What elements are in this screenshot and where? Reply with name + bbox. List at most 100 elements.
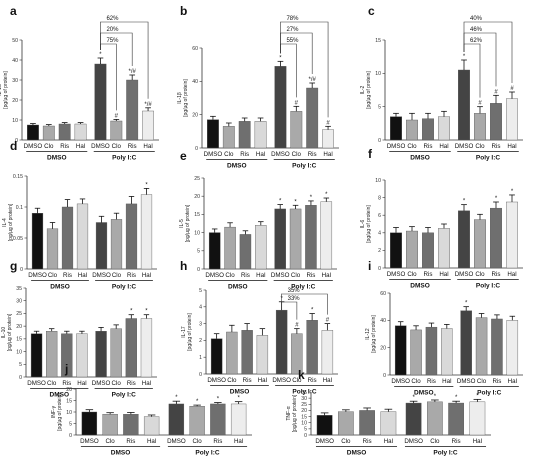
significance-mark: # bbox=[115, 113, 119, 119]
group-label: DMSO bbox=[230, 389, 250, 396]
comparison-bracket bbox=[100, 21, 149, 99]
y-tick-label: 0 bbox=[15, 138, 18, 144]
x-tick-label: DMSO bbox=[271, 151, 290, 158]
y-tick-label: 10 bbox=[66, 410, 72, 416]
bar bbox=[125, 203, 138, 270]
bar bbox=[438, 228, 450, 269]
x-tick-label: Ris bbox=[241, 272, 250, 279]
y-tick-label: 10 bbox=[194, 230, 200, 236]
y-tick-label: 0 bbox=[378, 138, 381, 144]
comparison-percent: 20% bbox=[106, 27, 119, 33]
group-label: DMSO bbox=[50, 284, 70, 291]
bar bbox=[422, 232, 434, 269]
x-tick-label: DMSO bbox=[27, 380, 46, 387]
x-tick-label: DMSO bbox=[80, 438, 99, 445]
y-tick-label: 30 bbox=[301, 396, 307, 402]
x-tick-label: DMSO bbox=[92, 380, 111, 387]
bar bbox=[140, 318, 153, 378]
x-tick-label: DMSO bbox=[207, 377, 226, 384]
comparison-percent: 62% bbox=[106, 16, 119, 22]
bar bbox=[76, 203, 89, 270]
x-tick-label: Clo bbox=[292, 151, 302, 158]
panel-letter: e bbox=[180, 149, 187, 163]
x-tick-label: Ris bbox=[492, 143, 501, 150]
y-tick-label: 10 bbox=[16, 349, 22, 355]
bar bbox=[74, 123, 87, 141]
comparison-percent: 78% bbox=[286, 16, 299, 22]
y-tick-label: 30 bbox=[16, 299, 22, 305]
y-tick-label: 20 bbox=[380, 345, 386, 351]
significance-mark: * bbox=[325, 192, 328, 198]
y-tick-label: 15 bbox=[66, 398, 72, 404]
y-tick-label: 4 bbox=[199, 305, 202, 311]
bar bbox=[230, 403, 247, 436]
x-tick-label: DMSO bbox=[24, 143, 43, 150]
x-tick-label: Clo bbox=[192, 438, 202, 445]
significance-mark: * bbox=[495, 196, 498, 202]
significance-mark: # bbox=[478, 101, 482, 107]
x-tick-label: Clo bbox=[47, 380, 57, 387]
group-label: Poly I:C bbox=[195, 450, 220, 457]
x-tick-label: Hal bbox=[142, 272, 151, 279]
bar bbox=[123, 414, 139, 436]
x-tick-label: Ris bbox=[243, 377, 252, 384]
panel-letter: g bbox=[10, 259, 17, 273]
bar bbox=[238, 121, 251, 149]
x-tick-label: Ris bbox=[306, 272, 315, 279]
bar bbox=[316, 415, 333, 436]
y-tick-label: 6 bbox=[378, 213, 381, 219]
x-tick-label: Clo bbox=[225, 272, 235, 279]
comparison-percent: 62% bbox=[470, 38, 483, 44]
bar bbox=[189, 406, 205, 436]
y-axis-label: INF-γ[pg/µg of protein] bbox=[51, 393, 63, 431]
bar bbox=[390, 232, 402, 269]
significance-mark: * bbox=[130, 309, 133, 315]
bar bbox=[110, 120, 123, 141]
bar bbox=[390, 116, 402, 141]
panel-letter: i bbox=[368, 259, 371, 273]
bar bbox=[427, 401, 443, 436]
y-axis-label: IL-4[pg/µg of protein] bbox=[2, 203, 14, 241]
bar bbox=[239, 234, 252, 270]
bar bbox=[506, 201, 518, 269]
x-tick-label: Ris bbox=[427, 378, 436, 385]
significance-mark: * bbox=[476, 393, 479, 399]
panel-letter: b bbox=[180, 4, 187, 18]
significance-mark: # bbox=[295, 100, 299, 106]
panel-letter: k bbox=[298, 368, 305, 382]
x-tick-label: Ris bbox=[452, 438, 461, 445]
bar bbox=[320, 201, 333, 270]
bar bbox=[210, 403, 226, 436]
significance-mark: * bbox=[294, 199, 297, 205]
x-tick-label: Hal bbox=[258, 377, 267, 384]
group-label: Poly I:C bbox=[476, 155, 501, 162]
group-label: Poly I:C bbox=[477, 390, 502, 397]
group-label: Poly I:C bbox=[292, 389, 317, 396]
bar bbox=[275, 309, 288, 375]
x-tick-label: Hal bbox=[384, 438, 393, 445]
bar bbox=[140, 194, 153, 270]
group-label: DMSO bbox=[227, 163, 247, 170]
group-label: DMSO bbox=[111, 450, 131, 457]
bar bbox=[469, 401, 486, 436]
x-tick-label: Ris bbox=[308, 377, 317, 384]
bar bbox=[126, 79, 139, 141]
x-tick-label: DMSO bbox=[28, 272, 47, 279]
group-label: Poly I:C bbox=[291, 284, 316, 291]
x-tick-label: Clo bbox=[112, 272, 122, 279]
x-tick-label: DMSO bbox=[387, 143, 406, 150]
x-tick-label: DMSO bbox=[205, 272, 224, 279]
significance-mark: * bbox=[463, 199, 466, 205]
significance-mark: */# bbox=[129, 69, 137, 75]
bar bbox=[322, 129, 334, 149]
y-tick-label: 50 bbox=[12, 38, 18, 44]
y-tick-label: 20 bbox=[194, 194, 200, 200]
y-tick-label: 5 bbox=[304, 427, 307, 433]
bar bbox=[490, 207, 502, 269]
y-tick-label: 15 bbox=[16, 337, 22, 343]
